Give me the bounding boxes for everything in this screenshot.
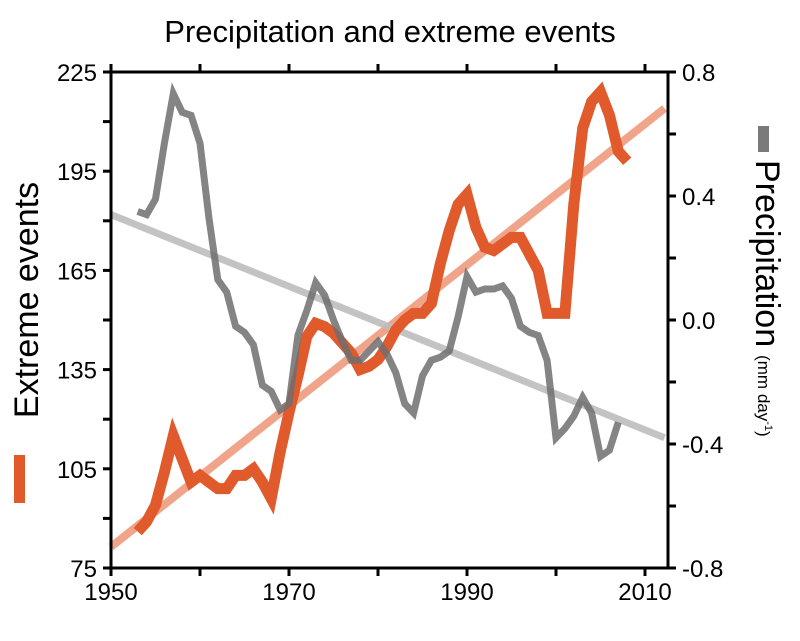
x-tick-label: 1950 <box>84 579 137 606</box>
x-tick-label: 2010 <box>618 579 671 606</box>
y-right-tick-label: -0.8 <box>682 556 723 583</box>
right-axis-label-text: Precipitation (mm day-1) <box>748 160 786 437</box>
y-left-tick-label: 75 <box>70 556 97 583</box>
right-axis-label: Precipitation (mm day-1) <box>748 160 786 437</box>
y-right-tick-label: 0.4 <box>682 184 715 211</box>
precipitation-line <box>138 94 619 457</box>
x-tick-label: 1970 <box>262 579 315 606</box>
chart-title: Precipitation and extreme events <box>164 14 615 49</box>
right-axis-unit: (mm day <box>754 355 773 422</box>
plot-area <box>111 92 665 547</box>
x-tick-label: 1990 <box>440 579 493 606</box>
y-right-tick-label: 0.0 <box>682 308 715 335</box>
left-axis-label-text: Extreme events <box>8 182 46 418</box>
y-left-tick-label: 195 <box>57 159 97 186</box>
left-legend-swatch-extreme <box>14 455 25 503</box>
y-left-tick-label: 135 <box>57 358 97 385</box>
right-axis-unit-close: ) <box>754 431 773 437</box>
right-axis-unit-sup: -1 <box>762 421 774 431</box>
y-left-tick-label: 225 <box>57 60 97 87</box>
y-left-tick-label: 105 <box>57 457 97 484</box>
y-right-tick-label: 0.8 <box>682 60 715 87</box>
left-axis-label: Extreme events <box>8 182 46 418</box>
y-left-tick-label: 165 <box>57 258 97 285</box>
right-legend-swatch-precip <box>758 126 769 152</box>
y-right-tick-label: -0.4 <box>682 432 723 459</box>
right-axis-label-main: Precipitation <box>748 160 786 347</box>
